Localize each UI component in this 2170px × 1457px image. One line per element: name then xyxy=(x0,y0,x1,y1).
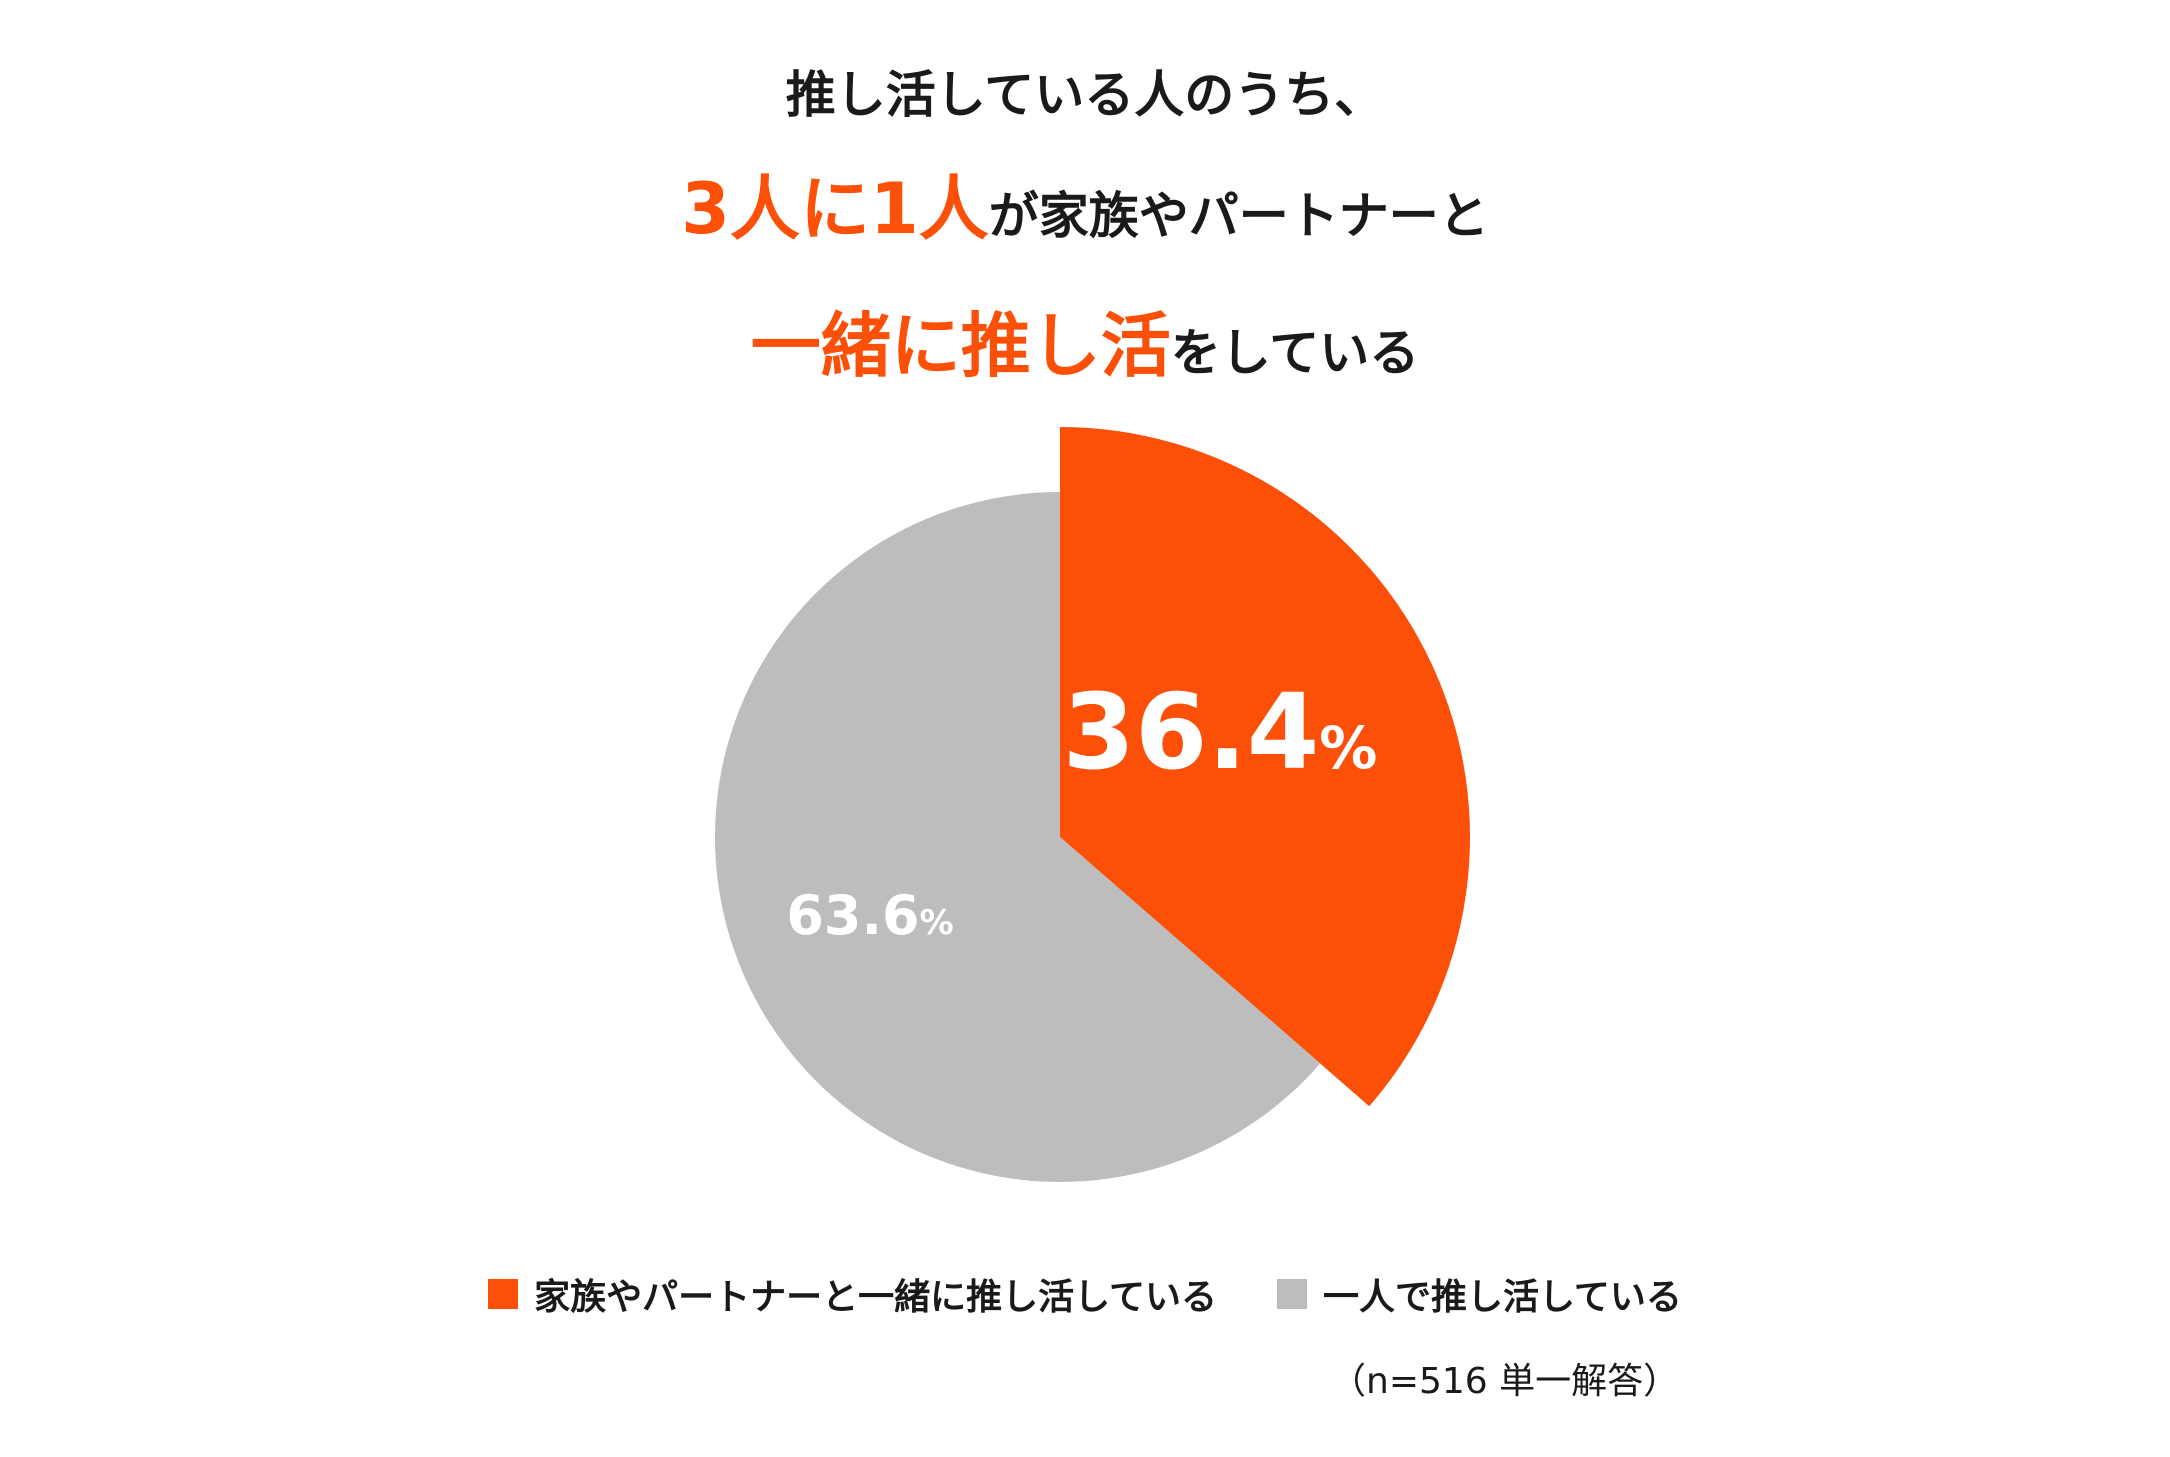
legend-item-alone: 一人で推し活している xyxy=(1277,1268,1682,1320)
legend-item-family-partner: 家族やパートナーと一緒に推し活している xyxy=(488,1268,1217,1320)
title-line-3: 一緒に推し活をしている xyxy=(0,287,2170,424)
pie-label-value-1: 63.6 xyxy=(786,884,919,947)
legend-swatch-alone xyxy=(1277,1279,1307,1309)
title-line-2-highlight: 3人に1人 xyxy=(681,168,989,250)
title-line-1: 推し活している人のうち、 xyxy=(0,40,2170,150)
pie-label-0: 36.4% xyxy=(1063,671,1378,793)
pie-label-unit-0: % xyxy=(1319,714,1377,782)
title-line-3-highlight: 一緒に推し活 xyxy=(750,305,1171,387)
legend: 家族やパートナーと一緒に推し活している 一人で推し活している xyxy=(0,1268,2170,1320)
pie-slice-0 xyxy=(1060,427,1470,1107)
pie-slice-1 xyxy=(715,492,1321,1182)
pie-label-1: 63.6% xyxy=(786,884,953,947)
pie-label-value-0: 36.4 xyxy=(1063,671,1320,793)
title-line-1-text: 推し活している人のうち、 xyxy=(785,66,1385,124)
title-line-3-text: をしている xyxy=(1170,324,1420,382)
legend-label-family-partner: 家族やパートナーと一緒に推し活している xyxy=(534,1277,1217,1318)
legend-swatch-family-partner xyxy=(488,1279,519,1309)
pie-label-unit-1: % xyxy=(920,903,954,943)
legend-label-alone: 一人で推し活している xyxy=(1323,1277,1682,1318)
chart-title: 推し活している人のうち、 3人に1人が家族やパートナーと 一緒に推し活をしている xyxy=(0,40,2170,424)
sample-note: （n=516 単一解答） xyxy=(1330,1361,1680,1402)
title-line-2: 3人に1人が家族やパートナーと xyxy=(0,150,2170,287)
title-line-2-text: が家族やパートナーと xyxy=(988,187,1489,245)
